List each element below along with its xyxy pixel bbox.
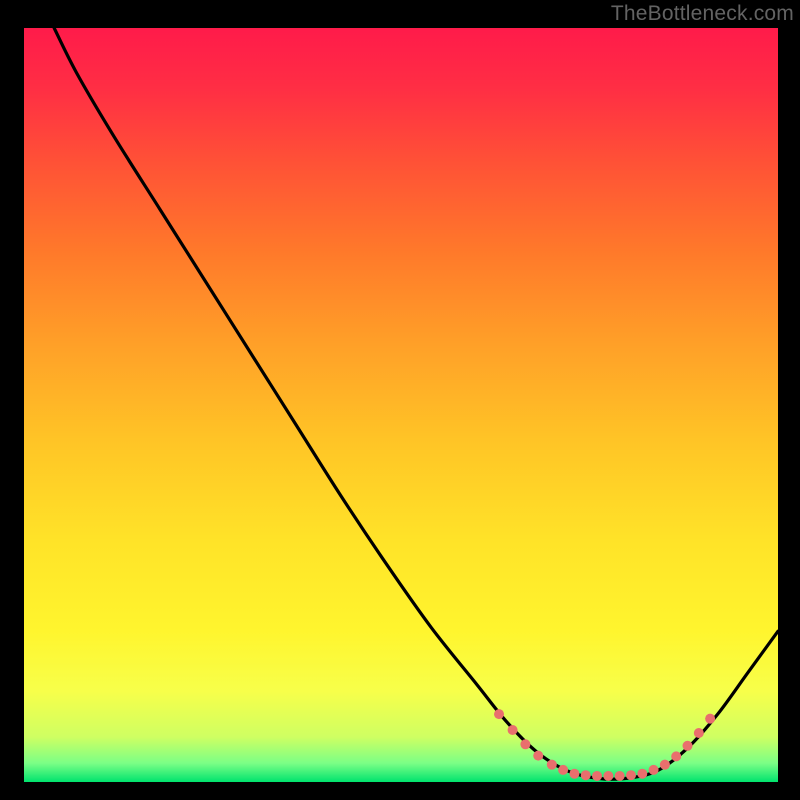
optimal-range-dot bbox=[558, 765, 568, 775]
optimal-range-dot bbox=[508, 725, 518, 735]
optimal-range-dot bbox=[615, 771, 625, 781]
optimal-range-dot bbox=[626, 770, 636, 780]
optimal-range-dot bbox=[603, 771, 613, 781]
optimal-range-dot bbox=[683, 741, 693, 751]
optimal-range-dot bbox=[705, 714, 715, 724]
optimal-range-dot bbox=[494, 709, 504, 719]
optimal-range-dot bbox=[671, 751, 681, 761]
optimal-range-dot bbox=[592, 771, 602, 781]
bottleneck-chart bbox=[0, 0, 800, 800]
optimal-range-dot bbox=[547, 760, 557, 770]
optimal-range-dot bbox=[649, 765, 659, 775]
plot-background bbox=[24, 28, 778, 782]
optimal-range-dot bbox=[520, 739, 530, 749]
optimal-range-dot bbox=[569, 769, 579, 779]
chart-container: { "attribution": { "text": "TheBottlenec… bbox=[0, 0, 800, 800]
optimal-range-dot bbox=[637, 769, 647, 779]
optimal-range-dot bbox=[694, 728, 704, 738]
optimal-range-dot bbox=[581, 770, 591, 780]
attribution-text: TheBottleneck.com bbox=[611, 2, 794, 26]
optimal-range-dot bbox=[660, 760, 670, 770]
optimal-range-dot bbox=[533, 751, 543, 761]
